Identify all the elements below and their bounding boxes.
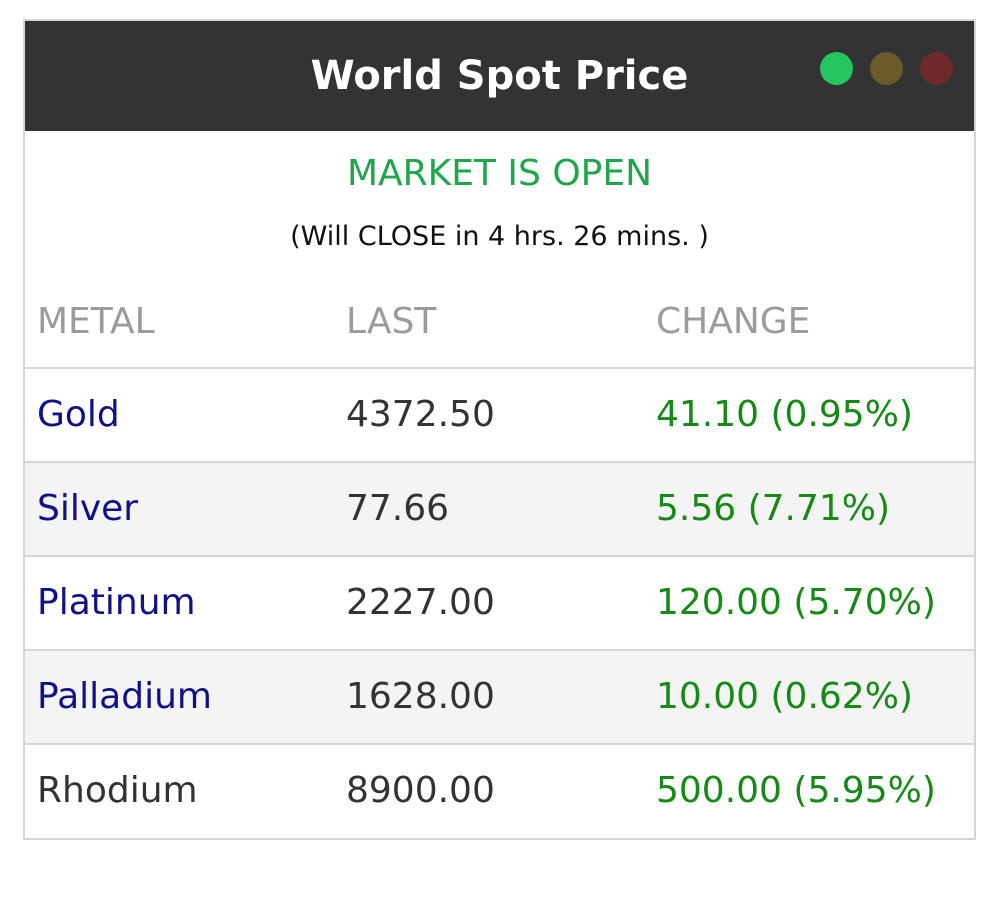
last-price: 4372.50: [346, 394, 495, 435]
last-price: 1628.00: [346, 676, 495, 717]
table-row: Rhodium 8900.00 500.00 (5.95%): [25, 743, 974, 837]
last-price: 2227.00: [346, 582, 495, 623]
spot-price-widget: World Spot Price MARKET IS OPEN (Will CL…: [23, 19, 976, 840]
yellow-dot-icon[interactable]: [870, 52, 903, 85]
title-bar: World Spot Price: [25, 21, 974, 131]
table-row: Platinum 2227.00 120.00 (5.70%): [25, 555, 974, 649]
market-countdown: (Will CLOSE in 4 hrs. 26 mins. ): [290, 221, 709, 252]
red-dot-icon[interactable]: [920, 52, 953, 85]
green-dot-icon[interactable]: [820, 52, 853, 85]
header-change: CHANGE: [656, 301, 811, 342]
table-row: Silver 77.66 5.56 (7.71%): [25, 461, 974, 555]
header-metal: METAL: [37, 301, 155, 342]
metal-link-gold[interactable]: Gold: [37, 394, 120, 435]
market-status: MARKET IS OPEN: [346, 153, 653, 194]
header-last: LAST: [346, 301, 437, 342]
price-change: 500.00 (5.95%): [656, 770, 936, 811]
metal-link-platinum[interactable]: Platinum: [37, 582, 196, 623]
table-row: Palladium 1628.00 10.00 (0.62%): [25, 649, 974, 743]
price-change: 5.56 (7.71%): [656, 488, 891, 529]
widget-title: World Spot Price: [310, 53, 689, 99]
last-price: 8900.00: [346, 770, 495, 811]
metal-name-rhodium: Rhodium: [37, 770, 198, 811]
metal-link-palladium[interactable]: Palladium: [37, 676, 212, 717]
price-change: 10.00 (0.62%): [656, 676, 913, 717]
metal-link-silver[interactable]: Silver: [37, 488, 139, 529]
price-change: 120.00 (5.70%): [656, 582, 936, 623]
price-change: 41.10 (0.95%): [656, 394, 913, 435]
table-row: Gold 4372.50 41.10 (0.95%): [25, 367, 974, 461]
last-price: 77.66: [346, 488, 450, 529]
